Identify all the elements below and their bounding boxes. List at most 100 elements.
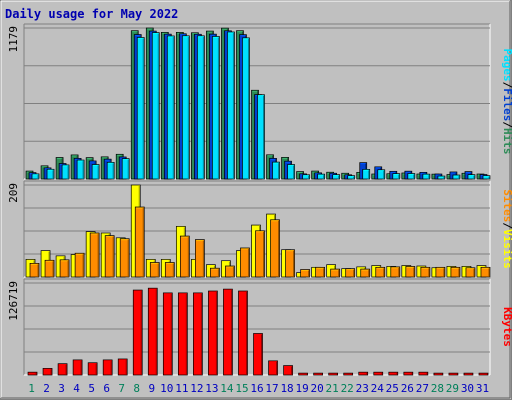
bar-fill <box>272 161 280 180</box>
bar-pages-day-20 <box>317 173 325 180</box>
bar-sites-day-10 <box>164 262 175 278</box>
day-label-26: 26 <box>401 382 414 395</box>
bar-kbytes-day-2 <box>42 368 53 376</box>
bar-sites-day-15 <box>240 247 250 278</box>
bar-kbytes-day-10 <box>162 292 173 376</box>
bar-fill <box>117 358 128 376</box>
day-label-25: 25 <box>386 382 399 395</box>
bar-pages-day-1 <box>31 173 40 180</box>
bar-kbytes-day-11 <box>177 292 188 376</box>
day-label-3: 3 <box>58 382 65 395</box>
bar-pages-day-2 <box>46 168 55 180</box>
bar-kbytes-day-23 <box>358 371 369 376</box>
bar-sites-day-1 <box>29 263 40 278</box>
panel-visits-sites: 209 <box>7 180 491 278</box>
bar-fill <box>119 238 130 278</box>
bar-fill <box>59 259 70 278</box>
bar-kbytes-day-18 <box>283 365 293 376</box>
bar-fill <box>104 235 115 278</box>
day-label-2: 2 <box>43 382 50 395</box>
bar-fill <box>240 247 250 278</box>
bar-fill <box>106 162 115 180</box>
bar-fill <box>102 359 113 376</box>
bar-sites-day-17 <box>270 219 280 278</box>
bar-fill <box>44 259 55 278</box>
bar-pages-day-17 <box>272 161 280 180</box>
bar-fill <box>405 266 416 278</box>
y-max-label: 209 <box>7 183 20 203</box>
bar-fill <box>72 359 83 376</box>
day-label-17: 17 <box>265 382 278 395</box>
bar-sites-day-6 <box>104 235 115 278</box>
legend-item-sites: Sites <box>501 189 512 222</box>
panel-kbytes: 126719 <box>7 278 491 376</box>
bar-fill <box>208 290 218 376</box>
bar-fill <box>465 267 476 278</box>
bar-pages-day-24 <box>377 169 386 180</box>
bar-fill <box>255 230 265 278</box>
day-label-19: 19 <box>295 382 308 395</box>
bar-kbytes-day-31 <box>478 372 489 376</box>
legend-separator: / <box>501 82 512 89</box>
bar-fill <box>422 173 431 180</box>
bar-fill <box>166 35 175 180</box>
bar-kbytes-day-21 <box>328 372 339 376</box>
bar-fill <box>420 266 431 278</box>
bar-fill <box>162 292 173 376</box>
bar-pages-day-4 <box>76 159 85 180</box>
bar-kbytes-day-22 <box>343 372 354 376</box>
bar-kbytes-day-13 <box>208 290 218 376</box>
bar-fill <box>315 266 325 278</box>
bar-pages-day-8 <box>136 37 145 180</box>
bar-kbytes-day-7 <box>117 358 128 376</box>
bar-fill <box>238 290 248 376</box>
bar-fill <box>270 219 280 278</box>
bar-kbytes-day-1 <box>27 371 38 376</box>
bar-fill <box>257 94 265 180</box>
bar-fill <box>76 159 85 180</box>
bar-pages-day-6 <box>106 162 115 180</box>
bar-pages-day-30 <box>467 174 476 180</box>
bar-fill <box>268 360 278 376</box>
legend-item-pages: Pages <box>501 49 512 82</box>
bar-fill <box>42 368 53 376</box>
panel-hits-files-pages: 1179 <box>7 23 491 180</box>
bar-pages-day-12 <box>197 35 205 180</box>
bar-sites-day-3 <box>59 259 70 278</box>
day-label-24: 24 <box>371 382 385 395</box>
bar-kbytes-day-28 <box>433 372 444 376</box>
bar-kbytes-day-6 <box>102 359 113 376</box>
bar-fill <box>197 35 205 180</box>
bar-fill <box>74 252 85 278</box>
bar-fill <box>375 266 386 278</box>
bar-fill <box>480 266 491 278</box>
bar-pages-day-5 <box>91 164 100 180</box>
y-max-label: 1179 <box>7 26 20 53</box>
bar-fill <box>210 267 220 278</box>
bar-fill <box>330 268 341 278</box>
bar-sites-day-31 <box>480 266 491 278</box>
day-label-13: 13 <box>205 382 218 395</box>
bar-fill <box>212 36 220 180</box>
bar-sites-day-28 <box>435 266 446 278</box>
bar-kbytes-day-5 <box>87 362 98 376</box>
bar-pages-day-16 <box>257 94 265 180</box>
bar-fill <box>136 37 145 180</box>
bar-fill <box>181 35 190 180</box>
bar-kbytes-day-30 <box>463 372 474 376</box>
bar-pages-day-27 <box>422 173 431 180</box>
bar-fill <box>392 173 401 180</box>
day-label-21: 21 <box>326 382 339 395</box>
bar-pages-day-14 <box>227 31 235 180</box>
bar-fill <box>345 268 356 278</box>
bar-sites-day-4 <box>74 252 85 278</box>
bar-kbytes-day-26 <box>403 371 414 376</box>
bar-fill <box>121 158 130 180</box>
bar-fill <box>450 266 461 278</box>
y-max-label: 126719 <box>7 281 20 321</box>
legend-visits-sites: Sites/Visits <box>501 189 512 269</box>
legend-item-visits: Visits <box>501 229 512 269</box>
bar-kbytes-day-8 <box>132 289 143 376</box>
